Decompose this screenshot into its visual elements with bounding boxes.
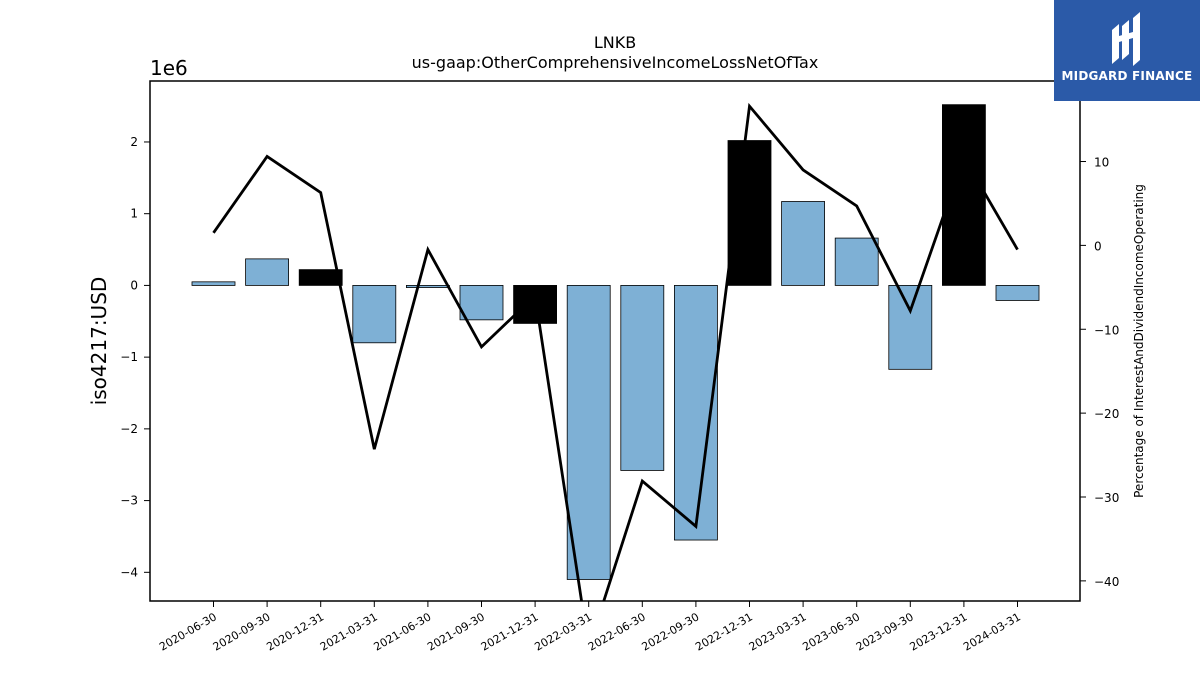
bar	[888, 285, 933, 370]
chart-subtitle: us-gaap:OtherComprehensiveIncomeLossNetO…	[412, 53, 819, 72]
brand-logo: MIDGARD FINANCE	[1054, 0, 1200, 101]
x-tick-label: 2023-12-31	[908, 610, 970, 653]
x-tick-label: 2020-09-30	[211, 610, 273, 653]
logo-text: MIDGARD FINANCE	[1061, 69, 1193, 83]
x-tick-label: 2022-12-31	[693, 610, 755, 653]
y2-tick-label: −30	[1094, 491, 1119, 505]
plot-area: 210−1−2−3−4100−10−20−30−402020-06-302020…	[120, 80, 1119, 654]
y-offset-label: 1e6	[150, 56, 188, 80]
y-tick-label: −3	[120, 494, 138, 508]
x-tick-label: 2024-03-31	[961, 610, 1023, 653]
line-series	[212, 102, 1019, 601]
y2-tick-label: 0	[1094, 239, 1102, 253]
x-tick-label: 2021-03-31	[318, 610, 380, 653]
x-tick-label: 2023-03-31	[747, 610, 809, 653]
bar	[298, 269, 343, 286]
y2-tick-label: −40	[1094, 575, 1119, 589]
bar	[834, 237, 879, 286]
y2-axis-label: Percentage of InterestAndDividendIncomeO…	[1132, 184, 1146, 498]
y-tick-label: 1	[130, 207, 138, 221]
y-tick-label: 2	[130, 135, 138, 149]
bar	[352, 285, 397, 344]
y-tick-label: 0	[130, 278, 138, 292]
x-tick-label: 2021-12-31	[479, 610, 541, 653]
x-tick-label: 2022-03-31	[532, 610, 594, 653]
bar	[995, 285, 1040, 301]
y-axis-label: iso4217:USD	[87, 277, 111, 406]
bar	[191, 281, 236, 286]
y-tick-label: −1	[120, 350, 138, 364]
bar	[620, 285, 665, 471]
y2-tick-label: 10	[1094, 156, 1109, 170]
logo-mark-icon	[1112, 12, 1140, 66]
y-tick-label: −2	[120, 422, 138, 436]
y2-tick-label: −20	[1094, 407, 1119, 421]
x-tick-label: 2022-09-30	[640, 610, 702, 653]
bar	[566, 285, 611, 580]
x-tick-label: 2020-06-30	[157, 610, 219, 653]
x-tick-label: 2023-06-30	[800, 610, 862, 653]
bar	[405, 285, 450, 288]
chart-title: LNKB	[594, 33, 636, 52]
plot-frame	[149, 80, 1081, 602]
x-tick-label: 2021-09-30	[425, 610, 487, 653]
x-tick-label: 2023-09-30	[854, 610, 916, 653]
bar	[245, 258, 290, 286]
x-tick-label: 2022-06-30	[586, 610, 648, 653]
x-tick-label: 2020-12-31	[264, 610, 326, 653]
y-tick-label: −4	[120, 565, 138, 579]
bar	[727, 140, 772, 286]
x-tick-label: 2021-06-30	[372, 610, 434, 653]
bar	[942, 104, 986, 286]
y2-tick-label: −10	[1094, 323, 1119, 337]
bar	[459, 285, 504, 321]
bar	[781, 201, 825, 286]
